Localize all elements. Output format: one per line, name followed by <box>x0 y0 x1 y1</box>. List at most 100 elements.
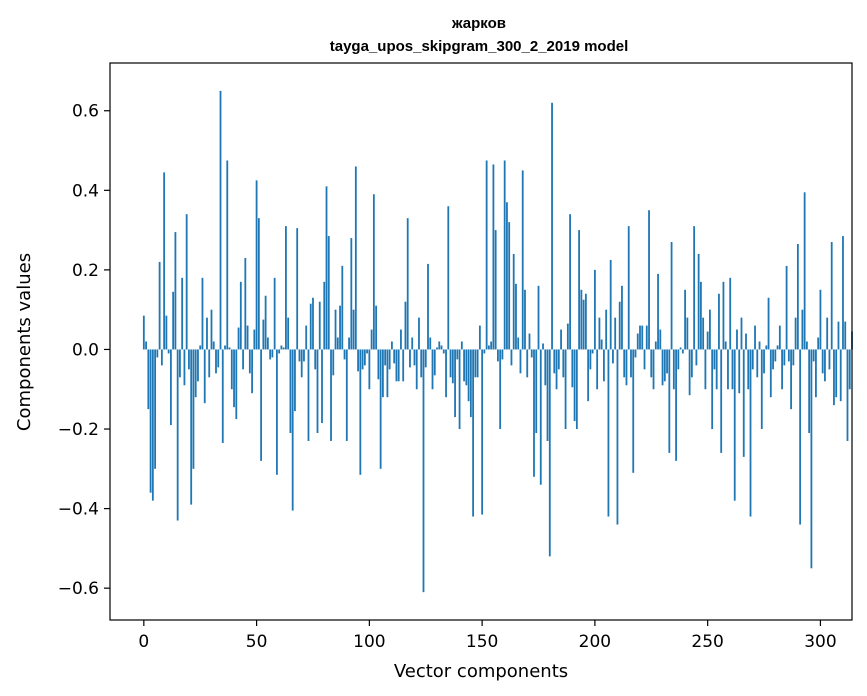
bar <box>339 305 341 350</box>
bar <box>539 349 542 485</box>
bar <box>348 337 350 350</box>
bar <box>706 331 709 350</box>
bar <box>756 349 759 378</box>
bar <box>167 349 170 354</box>
bar <box>334 309 337 350</box>
y-axis-label: Components values <box>14 253 35 431</box>
x-axis-ticks: 0 50 100 150 200 250 300 <box>138 620 837 652</box>
bar <box>738 349 741 394</box>
x-axis-label: Vector components <box>394 661 568 682</box>
bar <box>519 349 522 374</box>
bar <box>765 345 768 350</box>
bar <box>630 349 632 378</box>
bar <box>792 349 795 366</box>
y-tick-label: −0.4 <box>58 500 99 520</box>
bar <box>217 349 220 368</box>
bar <box>742 349 745 457</box>
bar <box>805 341 808 350</box>
bar <box>262 319 265 350</box>
bar <box>684 289 687 350</box>
bar <box>481 349 484 515</box>
bar <box>402 349 405 382</box>
bar <box>508 222 511 350</box>
bar <box>440 345 443 350</box>
bar <box>686 317 689 350</box>
x-tick-label: 250 <box>691 632 723 652</box>
bar <box>298 349 301 362</box>
bar <box>239 281 242 350</box>
bar <box>661 349 664 386</box>
bar <box>307 349 310 441</box>
bar <box>404 301 407 350</box>
bar <box>754 325 756 350</box>
bar <box>246 325 249 350</box>
bar <box>314 349 317 370</box>
bar <box>695 349 698 366</box>
bar <box>467 349 470 402</box>
bar <box>472 349 475 517</box>
bar <box>587 349 590 402</box>
bar <box>359 349 362 475</box>
bar <box>454 349 456 418</box>
bar <box>668 349 671 453</box>
bar <box>142 315 145 350</box>
bar <box>808 349 811 434</box>
bar <box>269 349 272 360</box>
bar <box>165 315 168 350</box>
bar <box>219 90 222 350</box>
bar <box>287 317 290 350</box>
bar <box>526 349 529 378</box>
bar <box>794 317 797 350</box>
bar <box>772 349 774 370</box>
bar <box>607 349 610 517</box>
bar <box>521 170 524 350</box>
bar <box>424 349 427 368</box>
bar <box>318 301 321 350</box>
bar <box>248 349 251 374</box>
bar <box>767 297 770 350</box>
bar <box>657 273 659 350</box>
bar <box>571 349 574 388</box>
bar <box>485 160 488 350</box>
bar <box>562 349 565 378</box>
bar <box>391 341 393 350</box>
bar <box>266 337 269 350</box>
bar <box>555 349 558 390</box>
bar <box>145 341 147 350</box>
bar <box>447 206 450 350</box>
bar <box>560 329 562 350</box>
bar <box>548 349 551 557</box>
bar <box>537 285 540 350</box>
bar <box>722 281 725 350</box>
bar <box>381 349 384 398</box>
bar <box>185 214 188 350</box>
x-tick-label: 50 <box>246 632 268 652</box>
bar <box>670 242 673 350</box>
bar <box>260 349 263 461</box>
bar <box>781 349 783 390</box>
bar <box>449 349 452 378</box>
bar <box>844 321 847 350</box>
bar <box>406 218 409 350</box>
bar <box>821 349 824 374</box>
bar <box>533 349 535 477</box>
bar <box>815 349 817 398</box>
bar <box>420 349 423 378</box>
bar <box>400 329 402 350</box>
bar <box>327 236 330 350</box>
bar <box>411 337 414 350</box>
bar <box>720 349 723 453</box>
bar <box>776 345 779 350</box>
bar <box>645 325 648 350</box>
x-tick-label: 100 <box>353 632 385 652</box>
bar <box>499 349 502 430</box>
bar <box>582 299 585 350</box>
bar <box>282 347 285 350</box>
bar <box>632 349 635 473</box>
bar <box>763 349 765 374</box>
bar <box>702 317 705 350</box>
bar <box>593 269 596 350</box>
bar <box>641 325 644 350</box>
bar <box>842 236 844 350</box>
bar <box>147 349 150 410</box>
